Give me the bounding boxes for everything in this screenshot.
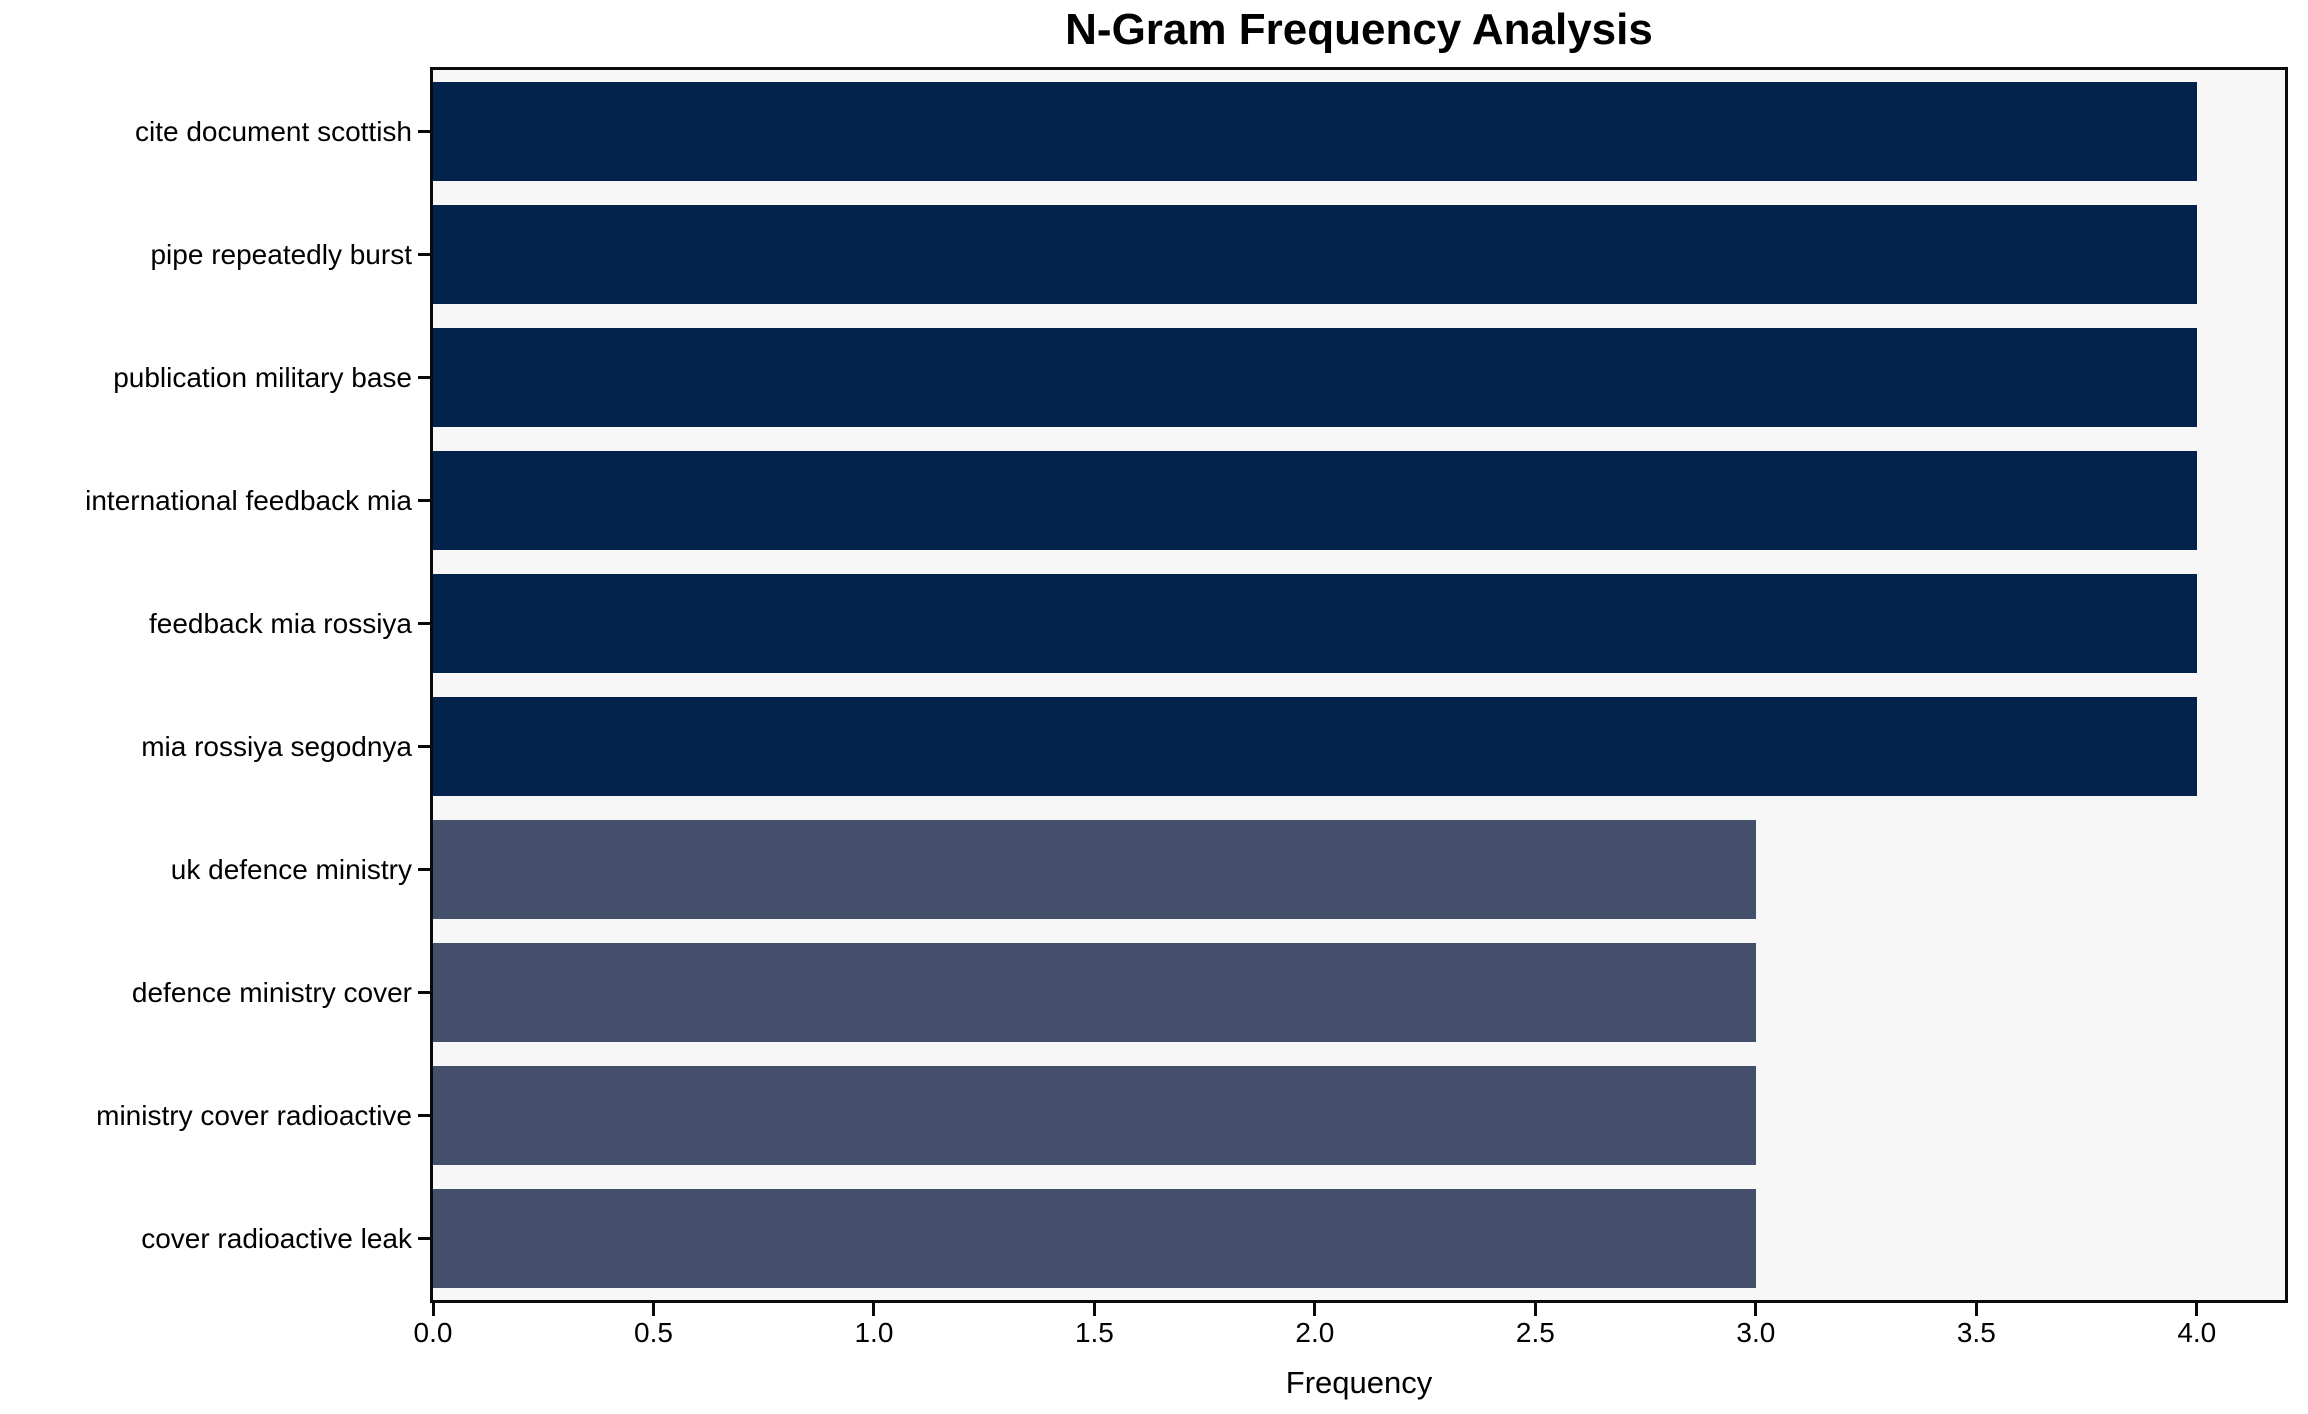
- x-tick: [872, 1303, 876, 1316]
- x-tick-label: 4.0: [2177, 1317, 2217, 1348]
- x-tick: [1974, 1303, 1978, 1316]
- x-tick: [1092, 1303, 1096, 1316]
- y-tick: [418, 745, 430, 748]
- x-tick: [1754, 1303, 1758, 1316]
- y-tick: [418, 991, 430, 994]
- y-tick-label: cite document scottish: [134, 115, 412, 147]
- y-tick-label: pipe repeatedly burst: [150, 238, 412, 270]
- x-axis-label: Frequency: [1285, 1365, 1433, 1400]
- plot-area: [418, 67, 2288, 1316]
- x-tick-label: 2.5: [1515, 1317, 1555, 1348]
- bar: [433, 328, 2197, 427]
- bar: [433, 697, 2197, 796]
- y-tick-label: publication military base: [113, 361, 412, 393]
- chart-title: N-Gram Frequency Analysis: [1065, 5, 1653, 54]
- bar: [433, 1066, 1756, 1165]
- x-tick-label: 3.0: [1736, 1317, 1776, 1348]
- y-tick: [418, 130, 430, 133]
- bar: [433, 451, 2197, 550]
- y-tick: [418, 253, 430, 256]
- y-tick-label: ministry cover radioactive: [96, 1099, 412, 1131]
- bar: [433, 1189, 1756, 1288]
- bar: [433, 943, 1756, 1042]
- y-tick: [418, 1114, 430, 1117]
- y-tick-label: feedback mia rossiya: [148, 607, 412, 639]
- x-tick: [1313, 1303, 1317, 1316]
- y-tick-label: international feedback mia: [85, 484, 412, 516]
- y-tick-label: uk defence ministry: [170, 853, 412, 885]
- y-tick-label: cover radioactive leak: [141, 1222, 412, 1254]
- x-tick-label: 3.5: [1956, 1317, 1996, 1348]
- bar: [433, 82, 2197, 181]
- bar: [433, 205, 2197, 304]
- x-tick-label: 2.0: [1295, 1317, 1335, 1348]
- x-tick-label: 0.0: [413, 1317, 453, 1348]
- bar: [433, 820, 1756, 919]
- x-tick-label: 1.5: [1074, 1317, 1114, 1348]
- y-tick: [418, 868, 430, 871]
- x-tick-label: 1.0: [854, 1317, 894, 1348]
- x-tick: [2195, 1303, 2199, 1316]
- bar: [433, 574, 2197, 673]
- y-tick-label: mia rossiya segodnya: [141, 730, 412, 762]
- y-tick: [418, 622, 430, 625]
- x-tick-label: 0.5: [634, 1317, 673, 1348]
- x-tick: [1533, 1303, 1537, 1316]
- y-tick: [418, 499, 430, 502]
- x-tick: [651, 1303, 655, 1316]
- x-tick: [431, 1303, 435, 1316]
- y-tick-label: defence ministry cover: [131, 976, 412, 1008]
- y-tick: [418, 1237, 430, 1240]
- y-tick: [418, 376, 430, 379]
